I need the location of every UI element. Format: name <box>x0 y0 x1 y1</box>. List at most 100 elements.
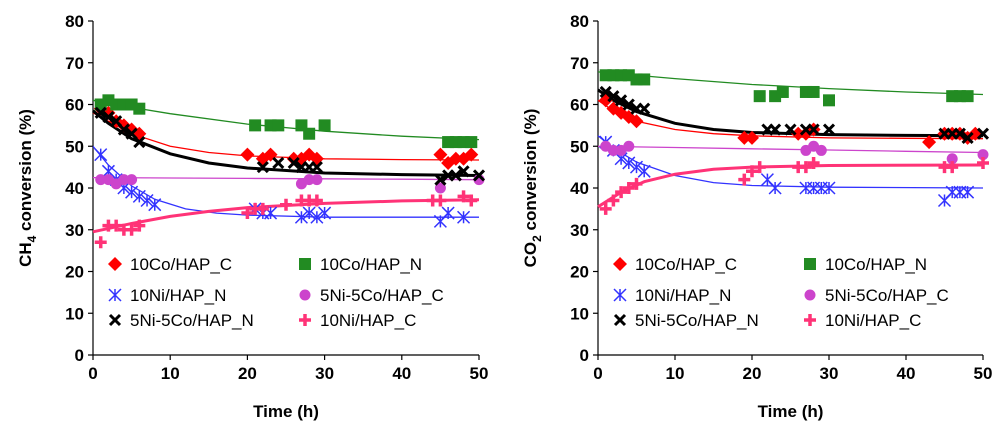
y-axis-title-main: CH <box>16 242 35 267</box>
y-axis-title-subscript: 4 <box>25 235 39 242</box>
data-point-5 <box>457 190 470 203</box>
y-tick-label: 70 <box>65 54 84 73</box>
x-tick-label: 10 <box>666 364 685 383</box>
y-tick-label: 0 <box>75 346 84 365</box>
data-point-4 <box>822 123 836 136</box>
data-point-2 <box>457 210 471 224</box>
ch4-conversion-chart: 0 10 20 30 40 50 60 70 80 0 10 20 30 40 50 Time (h) CH4 … <box>16 12 488 421</box>
data-point-3 <box>977 149 989 161</box>
x-tick-label: 30 <box>315 364 334 383</box>
data-point-5 <box>310 194 323 207</box>
data-point-3 <box>607 144 619 156</box>
fit-curve-3 <box>597 145 984 154</box>
fit-curve-3 <box>92 176 480 181</box>
y-tick-label: 50 <box>570 137 589 156</box>
data-point-5 <box>241 207 254 220</box>
y-axis-title-main: CO <box>521 242 540 268</box>
legend-label-4: 5Ni-5Co/HAP_N <box>635 311 759 330</box>
data-point-2 <box>132 189 146 203</box>
x-tick-label: 50 <box>470 364 489 383</box>
data-point-5 <box>125 223 138 236</box>
data-point-2 <box>961 185 975 199</box>
legend-marker-5 <box>299 314 311 326</box>
y-axis-title-rest: conversion (%) <box>16 109 35 236</box>
x-tick-label: 20 <box>238 364 257 383</box>
legend-marker-3 <box>299 289 311 301</box>
y-axis-title-subscript: 2 <box>530 235 544 242</box>
data-point-5 <box>977 156 989 169</box>
data-point-0 <box>448 151 463 166</box>
data-point-5 <box>807 156 820 169</box>
legend-marker-4 <box>108 313 122 327</box>
y-tick-label: 80 <box>65 12 84 31</box>
data-point-1 <box>807 85 820 98</box>
data-point-0 <box>745 130 759 145</box>
data-point-4 <box>615 94 628 107</box>
data-point-5 <box>465 194 478 207</box>
y-tick-label: 60 <box>570 96 589 115</box>
data-point-4 <box>310 161 323 174</box>
data-point-5 <box>434 194 447 207</box>
data-point-4 <box>953 127 966 140</box>
y-tick-label: 10 <box>65 304 84 323</box>
data-point-2 <box>148 198 162 212</box>
y-tick-label: 60 <box>65 96 84 115</box>
y-tick-label: 20 <box>65 263 84 282</box>
y-tick-label: 20 <box>570 263 589 282</box>
data-point-0 <box>464 147 479 162</box>
data-point-5 <box>133 219 146 232</box>
data-point-1 <box>249 119 262 132</box>
data-point-0 <box>737 130 752 145</box>
data-point-3 <box>303 174 315 186</box>
y-tick-label: 10 <box>570 304 589 323</box>
data-point-2 <box>302 206 316 220</box>
data-point-2 <box>768 181 782 195</box>
data-point-1 <box>823 94 835 107</box>
legend-label-3: 5Ni-5Co/HAP_C <box>825 286 949 305</box>
x-axis-title: Time (h) <box>253 402 319 421</box>
legend-marker-4 <box>613 313 627 327</box>
legend-marker-2 <box>108 288 122 302</box>
data-point-2 <box>140 193 154 208</box>
data-point-3 <box>815 144 827 156</box>
data-point-5 <box>110 219 123 232</box>
y-tick-label: 40 <box>570 179 589 198</box>
data-point-5 <box>94 236 107 249</box>
data-point-3 <box>118 174 130 186</box>
data-point-3 <box>126 174 138 186</box>
data-point-0 <box>240 147 255 162</box>
data-point-5 <box>599 202 612 215</box>
fit-curve-4 <box>92 109 480 177</box>
data-point-1 <box>638 73 651 86</box>
data-point-1 <box>465 136 478 149</box>
data-point-4 <box>622 98 635 111</box>
y-axis-title-rest: conversion (%) <box>521 109 540 236</box>
x-tick-label: 10 <box>161 364 180 383</box>
y-tick-label: 30 <box>65 221 84 240</box>
legend-label-5: 10Ni/HAP_C <box>320 311 416 330</box>
data-point-4 <box>94 106 107 119</box>
data-point-0 <box>629 114 644 129</box>
data-point-3 <box>623 140 635 152</box>
data-point-2 <box>94 148 108 162</box>
data-point-1 <box>303 127 316 140</box>
data-point-3 <box>434 182 446 194</box>
fit-curve-1 <box>92 99 480 141</box>
fit-curve-1 <box>597 71 984 96</box>
data-point-5 <box>622 182 635 194</box>
legend-label-2: 10Ni/HAP_N <box>130 286 226 305</box>
data-point-5 <box>753 161 766 174</box>
legend-marker-0 <box>613 257 627 271</box>
data-point-2 <box>294 210 308 224</box>
fit-curve-2 <box>92 145 479 218</box>
data-point-4 <box>638 102 651 115</box>
y-tick-label: 30 <box>570 221 589 240</box>
x-tick-label: 0 <box>593 364 602 383</box>
data-point-4 <box>472 169 486 182</box>
data-point-0 <box>116 118 131 133</box>
data-point-5 <box>746 165 758 178</box>
x-tick-label: 20 <box>743 364 762 383</box>
legend-marker-2 <box>613 288 627 302</box>
data-point-2 <box>441 206 455 220</box>
